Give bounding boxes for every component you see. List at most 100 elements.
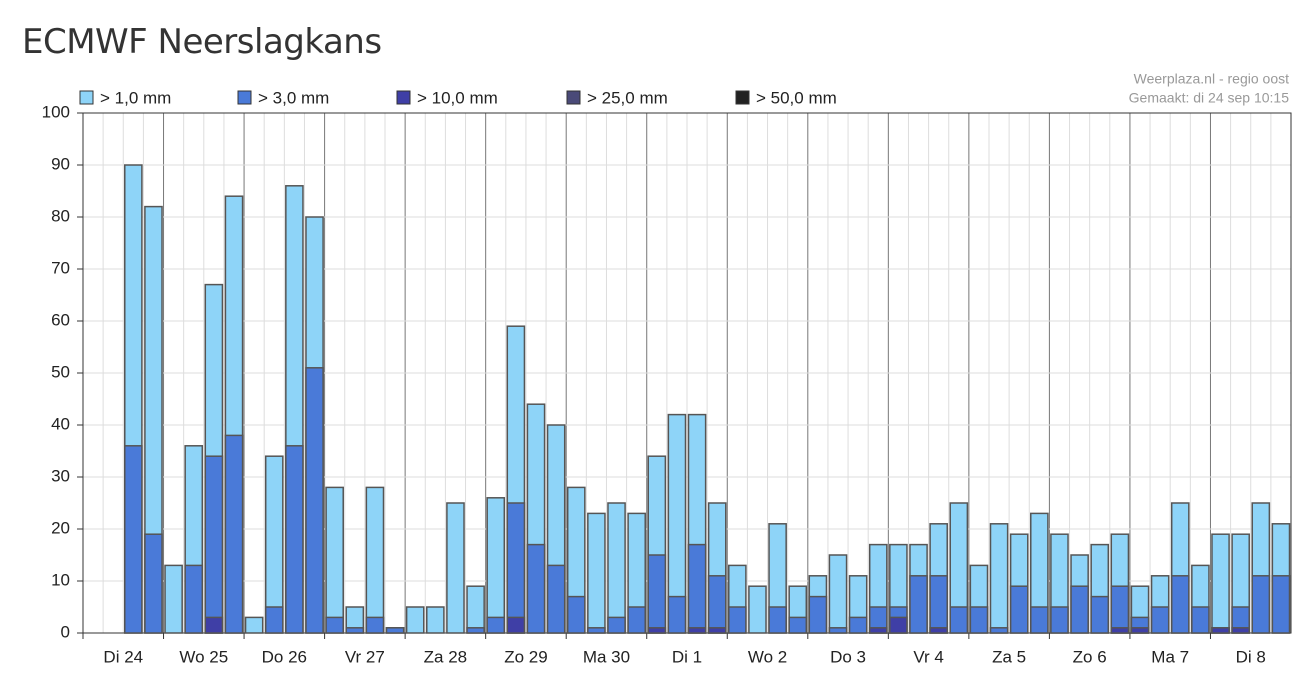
bar	[385, 627, 405, 634]
y-tick-label: 80	[51, 206, 70, 225]
bar	[405, 606, 425, 634]
plot-frame	[82, 112, 1292, 634]
bar	[144, 533, 163, 634]
bar	[345, 627, 365, 634]
y-tick-label: 20	[51, 518, 70, 537]
bar	[647, 627, 667, 634]
x-tick-label: Zo 29	[504, 647, 547, 666]
bar	[1191, 606, 1210, 634]
bar	[285, 445, 304, 634]
y-tick-label: 40	[51, 414, 70, 433]
bar	[788, 616, 808, 634]
bar	[687, 627, 707, 634]
bar	[1150, 606, 1170, 634]
bar	[868, 627, 888, 634]
bar	[1070, 585, 1089, 634]
bar	[506, 502, 526, 634]
bar	[909, 575, 928, 634]
x-tick-label: Zo 6	[1073, 647, 1107, 666]
bar	[587, 512, 606, 634]
legend-label: > 25,0 mm	[587, 88, 668, 107]
bar	[1009, 585, 1029, 634]
legend-swatch	[237, 90, 252, 105]
bar	[204, 616, 224, 634]
bar	[426, 606, 445, 634]
bar	[889, 616, 908, 634]
y-tick-label: 0	[61, 622, 70, 641]
bar	[365, 486, 385, 634]
bar	[687, 543, 707, 634]
bar	[828, 554, 848, 634]
bar	[325, 486, 344, 634]
legend-swatch	[79, 90, 94, 105]
x-tick-label: Vr 4	[913, 647, 944, 666]
y-tick-label: 50	[51, 362, 70, 381]
bar	[264, 606, 284, 634]
bar	[848, 616, 868, 634]
legend-swatch	[566, 90, 581, 105]
bar	[1090, 595, 1110, 634]
y-tick-label: 30	[51, 466, 70, 485]
bar	[929, 627, 948, 634]
x-tick-label: Za 28	[424, 647, 467, 666]
y-tick-label: 70	[51, 258, 70, 277]
bar	[949, 606, 969, 634]
bar	[184, 564, 204, 634]
legend-swatch	[735, 90, 750, 105]
bar	[707, 627, 727, 634]
bar	[808, 595, 828, 634]
bar	[486, 497, 506, 634]
y-tick-label: 90	[51, 154, 70, 173]
bar	[1271, 575, 1291, 634]
bar	[305, 367, 324, 634]
bar	[828, 627, 848, 634]
y-tick-label: 100	[42, 102, 70, 121]
bar	[1211, 533, 1230, 634]
bar	[707, 575, 727, 634]
x-tick-label: Di 8	[1236, 647, 1266, 666]
bar	[1170, 575, 1190, 634]
x-tick-label: Za 5	[992, 647, 1026, 666]
bar	[627, 606, 646, 634]
bar	[587, 627, 606, 634]
bar	[1030, 606, 1049, 634]
bar	[748, 585, 767, 634]
bar	[506, 616, 526, 634]
bar	[1110, 585, 1130, 634]
bar	[1110, 627, 1130, 634]
legend-swatch	[396, 90, 411, 105]
bar	[466, 585, 485, 634]
legend-label: > 10,0 mm	[417, 88, 498, 107]
x-tick-label: Do 26	[262, 647, 307, 666]
bar	[989, 523, 1009, 634]
bar	[526, 543, 546, 634]
bar	[607, 616, 626, 634]
made-date: Gemaakt: di 24 sep 10:15	[1129, 90, 1290, 106]
x-tick-label: Do 3	[830, 647, 866, 666]
legend-label: > 1,0 mm	[100, 88, 171, 107]
bar	[566, 595, 586, 634]
bar	[989, 627, 1009, 634]
bar	[1231, 627, 1250, 634]
source: Weerplaza.nl - regio oost	[1134, 71, 1289, 87]
legend-label: > 3,0 mm	[258, 88, 329, 107]
bar	[546, 564, 566, 634]
legend-label: > 50,0 mm	[756, 88, 837, 107]
bar	[1211, 627, 1230, 634]
bar	[969, 606, 989, 634]
bar	[667, 595, 687, 634]
bar	[124, 445, 143, 634]
bar	[365, 616, 385, 634]
bar	[1251, 575, 1271, 634]
chart-title: ECMWF Neerslagkans	[22, 22, 382, 62]
bar	[929, 575, 948, 634]
x-tick-label: Wo 25	[179, 647, 228, 666]
bar	[224, 434, 244, 634]
x-tick-label: Di 1	[672, 647, 702, 666]
bar	[1130, 627, 1150, 634]
bar	[204, 455, 224, 634]
bar	[325, 616, 344, 634]
x-tick-label: Wo 2	[748, 647, 787, 666]
